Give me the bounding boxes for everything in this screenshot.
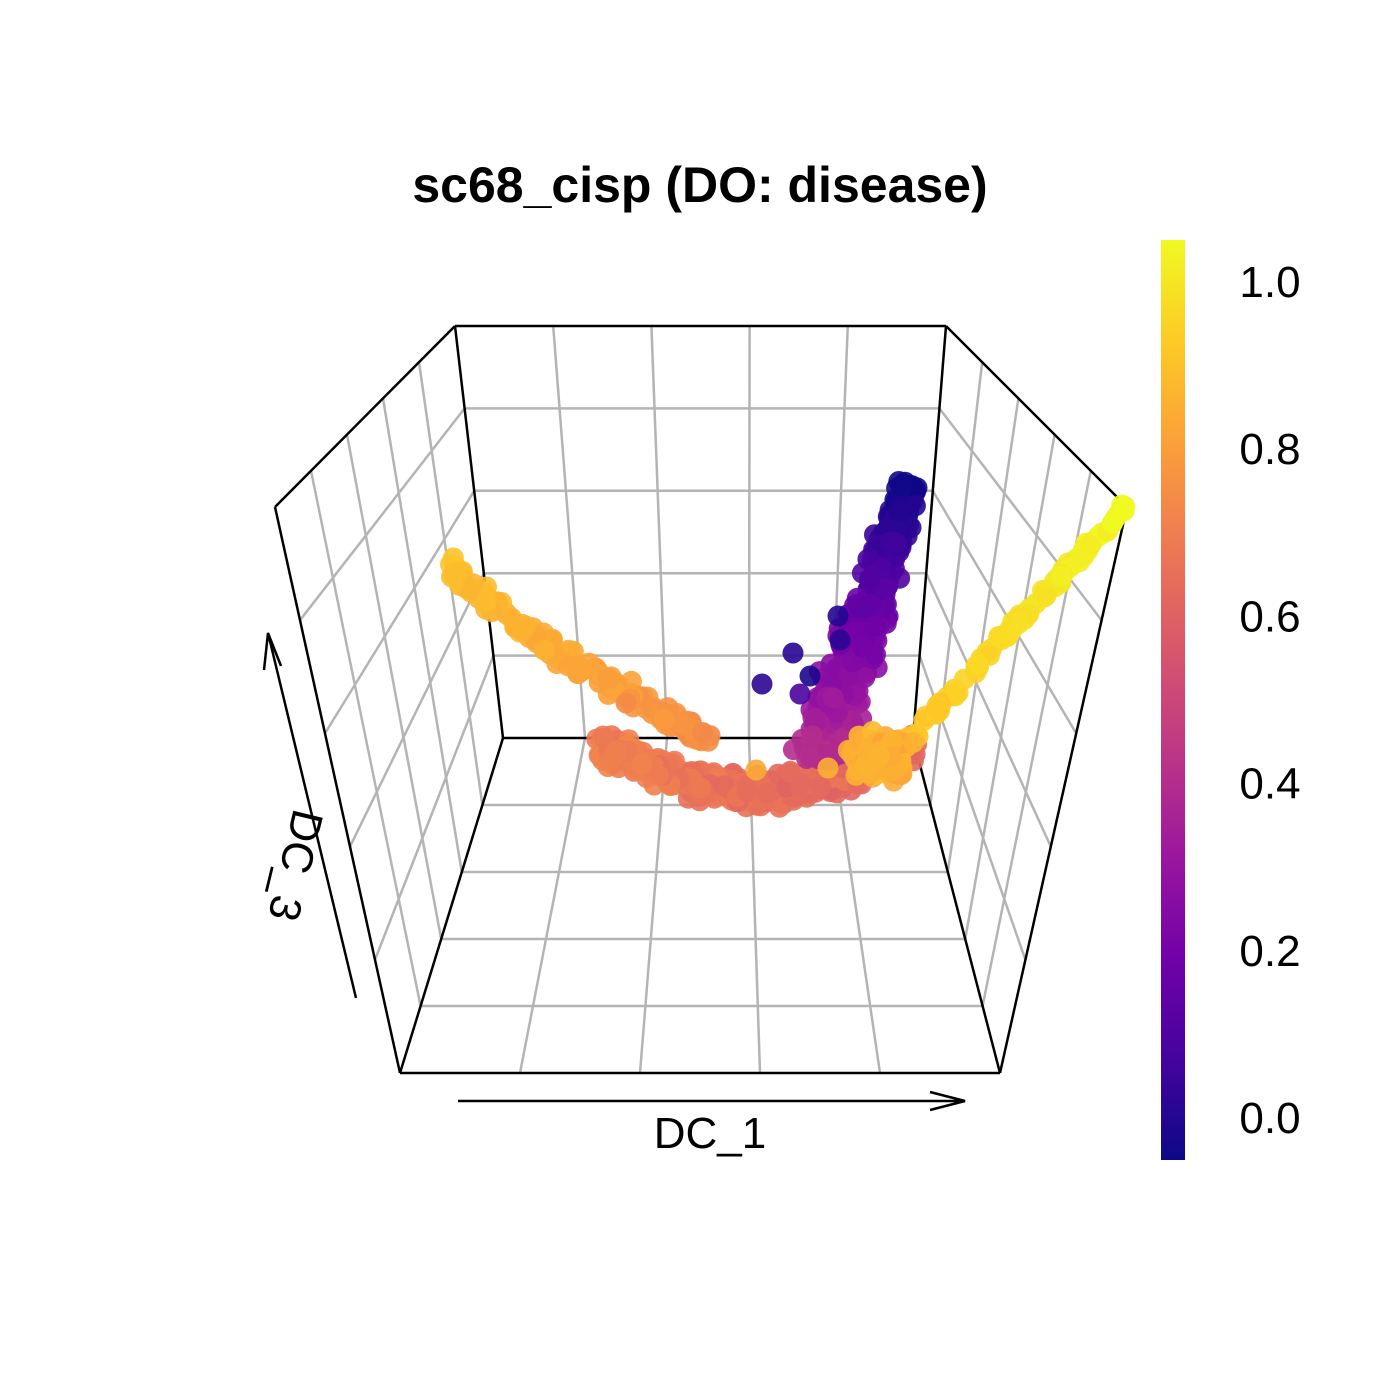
data-point xyxy=(801,725,823,747)
data-point xyxy=(822,687,844,709)
data-point xyxy=(885,532,907,554)
data-point xyxy=(875,578,897,600)
data-point xyxy=(865,615,887,637)
box-edge xyxy=(273,506,402,1074)
z-axis-arrow xyxy=(262,632,358,999)
grid-lines xyxy=(299,325,1103,1074)
data-point xyxy=(567,655,589,677)
grid-line xyxy=(747,325,751,739)
grid-line xyxy=(931,490,1078,735)
grid-line xyxy=(299,407,466,621)
colorbar-tick-label: 0.0 xyxy=(1239,1094,1300,1143)
data-points xyxy=(440,471,1136,818)
data-point xyxy=(1035,585,1057,606)
data-point xyxy=(842,651,864,673)
z-axis: DC_3 xyxy=(258,632,358,999)
data-point xyxy=(829,629,851,651)
data-point xyxy=(598,668,619,690)
colorbar-tick-label: 0.6 xyxy=(1239,592,1300,641)
box-edge xyxy=(398,737,505,1074)
colorbar: 0.0 0.2 0.4 0.6 0.8 1.0 xyxy=(1161,240,1301,1160)
colorbar-gradient xyxy=(1161,240,1185,1160)
data-point xyxy=(605,741,627,763)
box-edge xyxy=(998,506,1129,1074)
box-edge xyxy=(453,325,505,739)
data-point xyxy=(1113,496,1135,518)
data-point xyxy=(827,605,849,627)
colorbar-tick-label: 1.0 xyxy=(1239,258,1300,307)
x-axis: DC_1 xyxy=(458,1090,966,1158)
grid-line xyxy=(345,434,443,940)
grid-line xyxy=(650,325,669,739)
grid-line xyxy=(638,737,669,1074)
grid-line xyxy=(946,398,1020,873)
colorbar-tick-label: 0.4 xyxy=(1239,760,1300,809)
z-axis-label: DC_3 xyxy=(258,805,332,926)
data-point xyxy=(1079,534,1101,556)
data-point xyxy=(782,642,804,664)
x-axis-label: DC_1 xyxy=(654,1109,767,1158)
data-point xyxy=(804,707,826,729)
data-point xyxy=(799,665,821,687)
data-point xyxy=(1102,512,1123,534)
grid-line xyxy=(929,362,984,806)
data-point xyxy=(653,708,675,730)
data-point xyxy=(756,782,778,804)
grid-line xyxy=(381,398,464,873)
data-point xyxy=(820,653,842,675)
data-point xyxy=(647,764,669,786)
box-edge xyxy=(945,325,1128,508)
data-point xyxy=(889,501,911,522)
box-edge xyxy=(911,325,948,739)
data-point xyxy=(902,731,924,753)
data-point xyxy=(868,745,890,767)
chart-title: sc68_cisp (DO: disease) xyxy=(412,157,987,213)
data-point xyxy=(855,596,877,618)
grid-line xyxy=(373,655,495,961)
data-point xyxy=(736,781,758,803)
grid-line xyxy=(518,737,587,1074)
grid-line xyxy=(925,572,1052,848)
box-edge xyxy=(911,737,1002,1074)
data-point xyxy=(692,722,714,744)
data-point xyxy=(859,568,881,590)
colorbar-tick-label: 0.8 xyxy=(1239,425,1300,474)
data-point xyxy=(810,776,832,798)
data-point xyxy=(615,692,637,714)
data-point xyxy=(1008,609,1030,631)
data-point xyxy=(851,635,873,657)
grid-line xyxy=(309,470,422,1007)
data-point xyxy=(1069,551,1091,573)
data-point xyxy=(817,757,839,779)
data-point xyxy=(927,699,949,721)
data-point xyxy=(460,581,482,603)
data-point xyxy=(854,667,876,688)
grid-line xyxy=(323,490,476,735)
data-point xyxy=(790,773,812,795)
data-point xyxy=(512,620,534,642)
data-point xyxy=(672,714,694,736)
data-point xyxy=(475,590,497,612)
colorbar-tick-label: 0.2 xyxy=(1239,927,1300,976)
colorbar-ticks: 0.0 0.2 0.4 0.6 0.8 1.0 xyxy=(1239,258,1300,1143)
data-point xyxy=(631,753,653,775)
data-point xyxy=(533,639,555,661)
data-point xyxy=(967,653,989,675)
data-point xyxy=(789,683,811,705)
data-point xyxy=(799,745,820,767)
plot-box xyxy=(273,324,1129,1075)
box-edge xyxy=(274,325,456,508)
data-point xyxy=(890,475,912,497)
x-axis-arrow xyxy=(458,1090,966,1112)
grid-line xyxy=(963,434,1056,940)
data-point xyxy=(1050,565,1072,587)
data-point xyxy=(745,759,767,781)
grid-line xyxy=(938,407,1103,621)
data-point xyxy=(751,673,773,695)
data-point xyxy=(690,777,712,799)
grid-line xyxy=(348,572,485,848)
